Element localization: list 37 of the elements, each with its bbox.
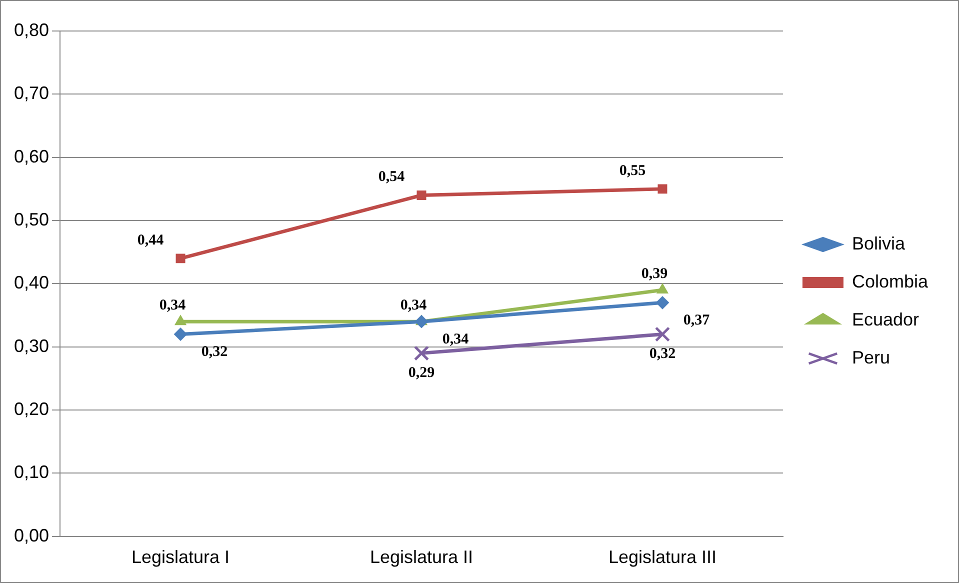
point bbox=[414, 346, 430, 361]
data-label: 0,44 bbox=[137, 232, 164, 248]
legend-label: Colombia bbox=[852, 271, 929, 292]
data-label: 0,32 bbox=[201, 344, 228, 360]
data-label: 0,34 bbox=[159, 297, 186, 314]
point bbox=[176, 254, 186, 264]
y-tick-label: 0,10 bbox=[14, 462, 50, 482]
x-tick-label: Legislatura III bbox=[608, 547, 717, 568]
y-tick-label: 0,30 bbox=[14, 336, 50, 356]
x-tick-label: Legislatura II bbox=[370, 547, 474, 568]
point bbox=[174, 328, 188, 341]
y-tick-label: 0,40 bbox=[14, 272, 50, 293]
point bbox=[654, 326, 670, 342]
y-tick-label: 0,00 bbox=[14, 525, 50, 546]
y-tick-label: 0,80 bbox=[14, 20, 50, 40]
point bbox=[174, 315, 186, 326]
legend-label: Ecuador bbox=[852, 309, 920, 330]
y-tick-label: 0,20 bbox=[14, 399, 50, 420]
data-label: 0,37 bbox=[683, 312, 710, 329]
data-label: 0,32 bbox=[649, 346, 676, 362]
y-tick-label: 0,60 bbox=[14, 146, 50, 166]
point bbox=[415, 315, 428, 328]
data-label: 0,29 bbox=[408, 365, 435, 382]
point bbox=[658, 184, 668, 194]
point bbox=[416, 190, 426, 200]
data-label: 0,34 bbox=[442, 331, 470, 348]
data-label: 0,34 bbox=[400, 297, 428, 314]
point bbox=[656, 296, 669, 310]
y-tick-label: 0,70 bbox=[14, 83, 50, 104]
y-tick-label: 0,50 bbox=[14, 209, 50, 230]
point bbox=[656, 284, 668, 294]
data-label: 0,54 bbox=[378, 169, 406, 186]
legend-label: Peru bbox=[852, 347, 890, 368]
data-label: 0,55 bbox=[619, 162, 646, 179]
x-tick-label: Legislatura I bbox=[131, 547, 230, 568]
legend-label: Bolivia bbox=[852, 233, 906, 254]
data-label: 0,39 bbox=[641, 266, 668, 282]
